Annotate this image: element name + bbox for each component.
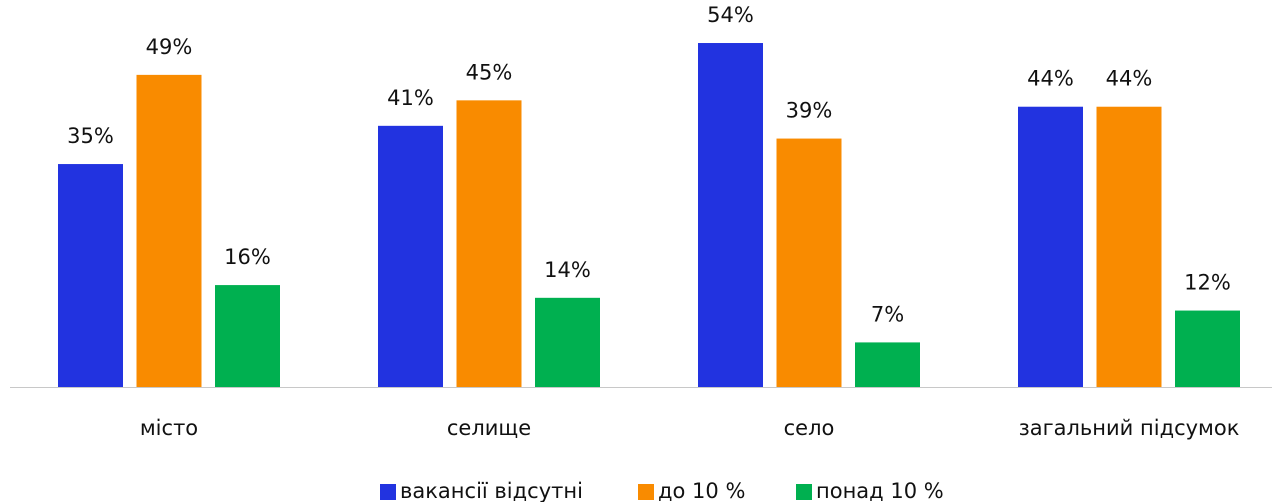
bar (136, 74, 202, 388)
x-tick-label: місто (140, 416, 198, 440)
value-label: 44% (1106, 67, 1153, 91)
x-tick-label: село (784, 416, 835, 440)
bar (1096, 106, 1162, 387)
bar (535, 297, 600, 387)
value-label: 16% (224, 245, 271, 269)
legend-swatch (796, 484, 812, 500)
value-label: 35% (67, 124, 114, 148)
value-label: 41% (387, 86, 434, 110)
bar (215, 285, 280, 387)
value-label: 7% (871, 302, 904, 326)
value-label: 45% (466, 60, 513, 84)
legend-label: вакансії відсутні (400, 479, 583, 502)
bar (855, 342, 920, 387)
legend-label: до 10 % (658, 479, 745, 502)
x-tick-label: селище (447, 416, 531, 440)
bar (776, 138, 842, 387)
value-label: 54% (707, 3, 754, 27)
bar (1018, 106, 1083, 387)
legend-swatch (380, 484, 396, 500)
bar (698, 43, 763, 388)
bar (378, 125, 443, 387)
bar (1175, 310, 1240, 387)
bar (456, 100, 522, 387)
bar (58, 164, 123, 387)
value-label: 12% (1184, 271, 1231, 295)
legend-label: понад 10 % (816, 479, 944, 502)
value-label: 49% (146, 35, 193, 59)
value-label: 44% (1027, 67, 1074, 91)
x-tick-label: загальний підсумок (1019, 416, 1240, 440)
legend-swatch (638, 484, 654, 500)
value-label: 14% (544, 258, 591, 282)
value-label: 39% (786, 99, 833, 123)
